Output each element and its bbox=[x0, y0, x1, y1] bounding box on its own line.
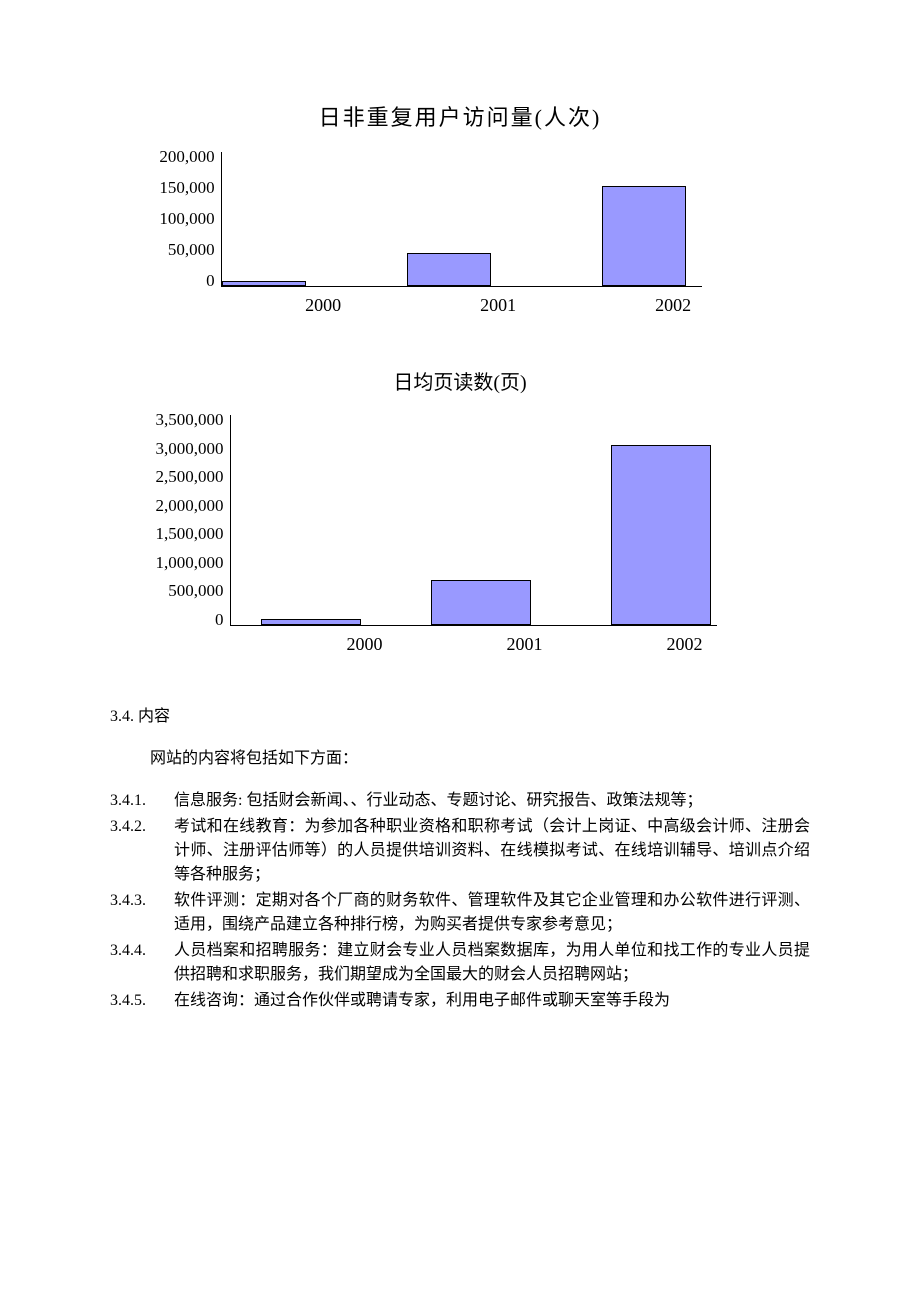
chart1-body: 200,000150,000100,00050,0000 20002001200… bbox=[0, 152, 920, 316]
y-tick-label: 2,500,000 bbox=[156, 467, 224, 487]
x-tick-label: 2000 bbox=[236, 295, 411, 316]
list-item-text: 在线咨询：通过合作伙伴或聘请专家，利用电子邮件或聊天室等手段为 bbox=[174, 989, 810, 1013]
list-item-text: 信息服务: 包括财会新闻、、行业动态、专题讨论、研究报告、政策法规等； bbox=[174, 789, 810, 813]
chart2-y-axis-labels: 3,500,000 3,000,000 2,500,000 2,000,000 1,50… bbox=[156, 410, 230, 630]
bar bbox=[611, 445, 711, 625]
list-item-number: 3.4.3. bbox=[110, 889, 174, 937]
x-tick-label: 2002 bbox=[605, 634, 765, 655]
y-tick-label: 1,500,000 bbox=[156, 524, 224, 544]
y-tick-label: 0 bbox=[156, 610, 224, 630]
list-item-number: 3.4.4. bbox=[110, 939, 174, 987]
chart2-body: 3,500,0003,000,0002,500,0002,000,0001,50… bbox=[0, 415, 920, 655]
y-tick-label: 2,000,000 bbox=[156, 496, 224, 516]
section-items-list: 3.4.1.信息服务: 包括财会新闻、、行业动态、专题讨论、研究报告、政策法规等… bbox=[110, 789, 810, 1013]
list-item-text: 软件评测：定期对各个厂商的财务软件、管理软件及其它企业管理和办公软件进行评测、适… bbox=[174, 889, 810, 937]
text-section: 3.4. 内容 网站的内容将包括如下方面： 3.4.1.信息服务: 包括财会新闻… bbox=[0, 705, 920, 1013]
chart1-title: 日非重复用户访问量(人次) bbox=[0, 100, 920, 132]
list-item: 3.4.3.软件评测：定期对各个厂商的财务软件、管理软件及其它企业管理和办公软件… bbox=[110, 889, 810, 937]
x-tick-label: 2000 bbox=[285, 634, 445, 655]
y-tick-label: 3,500,000 bbox=[156, 410, 224, 430]
y-tick-label: 0 bbox=[159, 271, 214, 291]
y-tick-label: 200,000 bbox=[159, 147, 214, 167]
y-tick-label: 1,000,000 bbox=[156, 553, 224, 573]
y-tick-label: 500,000 bbox=[156, 581, 224, 601]
x-tick-label: 2001 bbox=[445, 634, 605, 655]
y-tick-label: 100,000 bbox=[159, 209, 214, 229]
x-tick-label: 2001 bbox=[411, 295, 586, 316]
list-item: 3.4.2.考试和在线教育：为参加各种职业资格和职称考试（会计上岗证、中高级会计… bbox=[110, 815, 810, 887]
y-tick-label: 50,000 bbox=[159, 240, 214, 260]
document-page: 日非重复用户访问量(人次) 200,000 150,000 100,000 50,00… bbox=[0, 0, 920, 1075]
bar bbox=[261, 619, 361, 625]
bar bbox=[602, 186, 686, 287]
chart2-x-axis-labels: 200020012002 bbox=[230, 626, 765, 655]
bar bbox=[431, 580, 531, 625]
chart1-x-axis-labels: 200020012002 bbox=[221, 287, 761, 316]
chart2-title: 日均页读数(页) bbox=[0, 366, 920, 395]
list-item: 3.4.1.信息服务: 包括财会新闻、、行业动态、专题讨论、研究报告、政策法规等… bbox=[110, 789, 810, 813]
chart1-y-axis-labels: 200,000 150,000 100,000 50,000 0 bbox=[159, 147, 220, 291]
list-item-text: 考试和在线教育：为参加各种职业资格和职称考试（会计上岗证、中高级会计师、注册会计… bbox=[174, 815, 810, 887]
list-item-text: 人员档案和招聘服务：建立财会专业人员档案数据库，为用人单位和找工作的专业人员提供… bbox=[174, 939, 810, 987]
y-tick-label: 150,000 bbox=[159, 178, 214, 198]
list-item-number: 3.4.5. bbox=[110, 989, 174, 1013]
chart-daily-page-reads: 日均页读数(页) 3,500,000 3,000,000 2,500,000 2,00… bbox=[0, 366, 920, 655]
list-item-number: 3.4.2. bbox=[110, 815, 174, 887]
bar bbox=[222, 281, 306, 286]
list-item: 3.4.4.人员档案和招聘服务：建立财会专业人员档案数据库，为用人单位和找工作的… bbox=[110, 939, 810, 987]
chart-daily-unique-visitors: 日非重复用户访问量(人次) 200,000 150,000 100,000 50,00… bbox=[0, 100, 920, 316]
list-item-number: 3.4.1. bbox=[110, 789, 174, 813]
x-tick-label: 2002 bbox=[586, 295, 761, 316]
section-intro: 网站的内容将包括如下方面： bbox=[110, 747, 810, 771]
chart2-plot-area bbox=[230, 415, 717, 626]
section-heading: 3.4. 内容 bbox=[110, 705, 810, 729]
chart1-plot-area bbox=[221, 152, 702, 287]
bar bbox=[407, 253, 491, 287]
y-tick-label: 3,000,000 bbox=[156, 439, 224, 459]
list-item: 3.4.5.在线咨询：通过合作伙伴或聘请专家，利用电子邮件或聊天室等手段为 bbox=[110, 989, 810, 1013]
